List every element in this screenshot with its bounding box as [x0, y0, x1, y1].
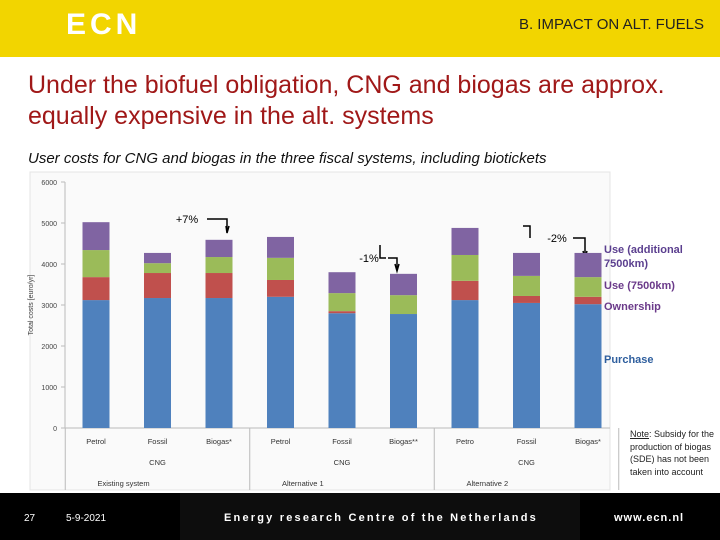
x-tick-label: Petrol: [86, 437, 106, 446]
bar-segment: [328, 313, 356, 428]
arrow: [207, 218, 228, 230]
bar-segment: [328, 272, 356, 294]
bar-segment: [82, 250, 110, 278]
bar-segment: [390, 314, 417, 428]
y-tick-label: 6000: [41, 180, 57, 187]
x-tick-label: Fossil: [517, 437, 537, 446]
bar-segment: [144, 252, 171, 264]
y-tick-label: 3000: [41, 303, 57, 310]
bar-segment: [82, 300, 110, 428]
bracket: [379, 245, 386, 259]
bar-segment: [574, 277, 602, 297]
page-number: 27: [24, 513, 36, 524]
y-tick-label: 5000: [41, 221, 57, 228]
annotation: -2%: [547, 233, 567, 245]
bar-segment: [82, 222, 110, 251]
sub-group-label: CNG: [518, 458, 535, 467]
bar-segment: [267, 257, 294, 280]
bar-segment: [205, 273, 233, 299]
annotation-arrows: [207, 218, 588, 274]
x-tick-label: Petrol: [271, 437, 291, 446]
group-label: Alternative 1: [282, 479, 324, 488]
y-tick-label: 1000: [41, 385, 57, 392]
legend-label: Use (additional 7500km): [604, 244, 683, 270]
group-label: Alternative 2: [467, 479, 509, 488]
y-tick-label: 2000: [41, 344, 57, 351]
bracket: [523, 225, 531, 238]
bar-segment: [390, 273, 417, 296]
bar-segment: [328, 293, 356, 312]
bar-segment: [513, 252, 540, 276]
bar-segment: [451, 254, 479, 281]
note-text: : Subsidy for the production of biogas (…: [630, 429, 715, 477]
subtitle: User costs for CNG and biogas in the thr…: [28, 150, 547, 167]
bar-segment: [451, 227, 479, 255]
bar-segment: [390, 295, 417, 315]
bar-segment: [574, 304, 602, 428]
y-tick-label: 4000: [41, 262, 57, 269]
bar-segment: [144, 298, 171, 428]
note-label: Note: [630, 429, 650, 439]
header-title: B. IMPACT ON ALT. FUELS: [518, 16, 704, 33]
legend-label: Use (7500km): [604, 280, 675, 292]
bar-segment: [267, 236, 294, 258]
bar-segment: [144, 263, 171, 274]
bar-segment: [574, 252, 602, 278]
bar-segment: [574, 296, 602, 305]
legend-label: Ownership: [604, 301, 661, 313]
slide-title: Under the biofuel obligation, CNG and bi…: [28, 71, 665, 130]
y-tick-label: 0: [53, 426, 57, 433]
bar-segment: [205, 257, 233, 274]
sub-group-label: CNG: [334, 458, 351, 467]
bar-segment: [144, 273, 171, 299]
legend-label: Purchase: [604, 354, 654, 366]
x-tick-label: Biogas*: [575, 437, 601, 446]
annotation: +7%: [176, 214, 199, 226]
bar-segment: [267, 296, 294, 428]
x-tick-label: Petro: [456, 437, 474, 446]
annotation: -1%: [359, 253, 379, 265]
bar-segment: [205, 239, 233, 258]
sub-group-label: CNG: [149, 458, 166, 467]
x-tick-label: Fossil: [332, 437, 352, 446]
bar-segment: [513, 302, 540, 428]
bar-segment: [205, 298, 233, 428]
group-label: Existing system: [98, 479, 150, 488]
y-axis-label: Total costs [euro/yr]: [28, 275, 35, 336]
bar-segment: [82, 277, 110, 301]
bar-segment: [513, 275, 540, 296]
bar-segment: [451, 300, 479, 428]
header-band: [0, 0, 720, 57]
bar-segment: [451, 280, 479, 301]
footer-mid: [180, 493, 580, 540]
date: 5-9-2021: [66, 513, 107, 524]
x-tick-label: Biogas**: [389, 437, 418, 446]
arrowhead: [225, 225, 230, 234]
arrow: [388, 257, 398, 268]
x-tick-label: Biogas*: [206, 437, 232, 446]
note: Note: Subsidy for the production of biog…: [630, 428, 716, 478]
arrowhead: [394, 263, 400, 274]
x-tick-label: Fossil: [148, 437, 168, 446]
organization: Energy research Centre of the Netherland…: [224, 512, 538, 524]
bar-segment: [513, 295, 540, 303]
arrow: [573, 237, 586, 255]
logo: ECN: [66, 8, 142, 41]
bar-segment: [267, 279, 294, 297]
bar-segment: [328, 311, 356, 314]
url: www.ecn.nl: [614, 512, 685, 524]
